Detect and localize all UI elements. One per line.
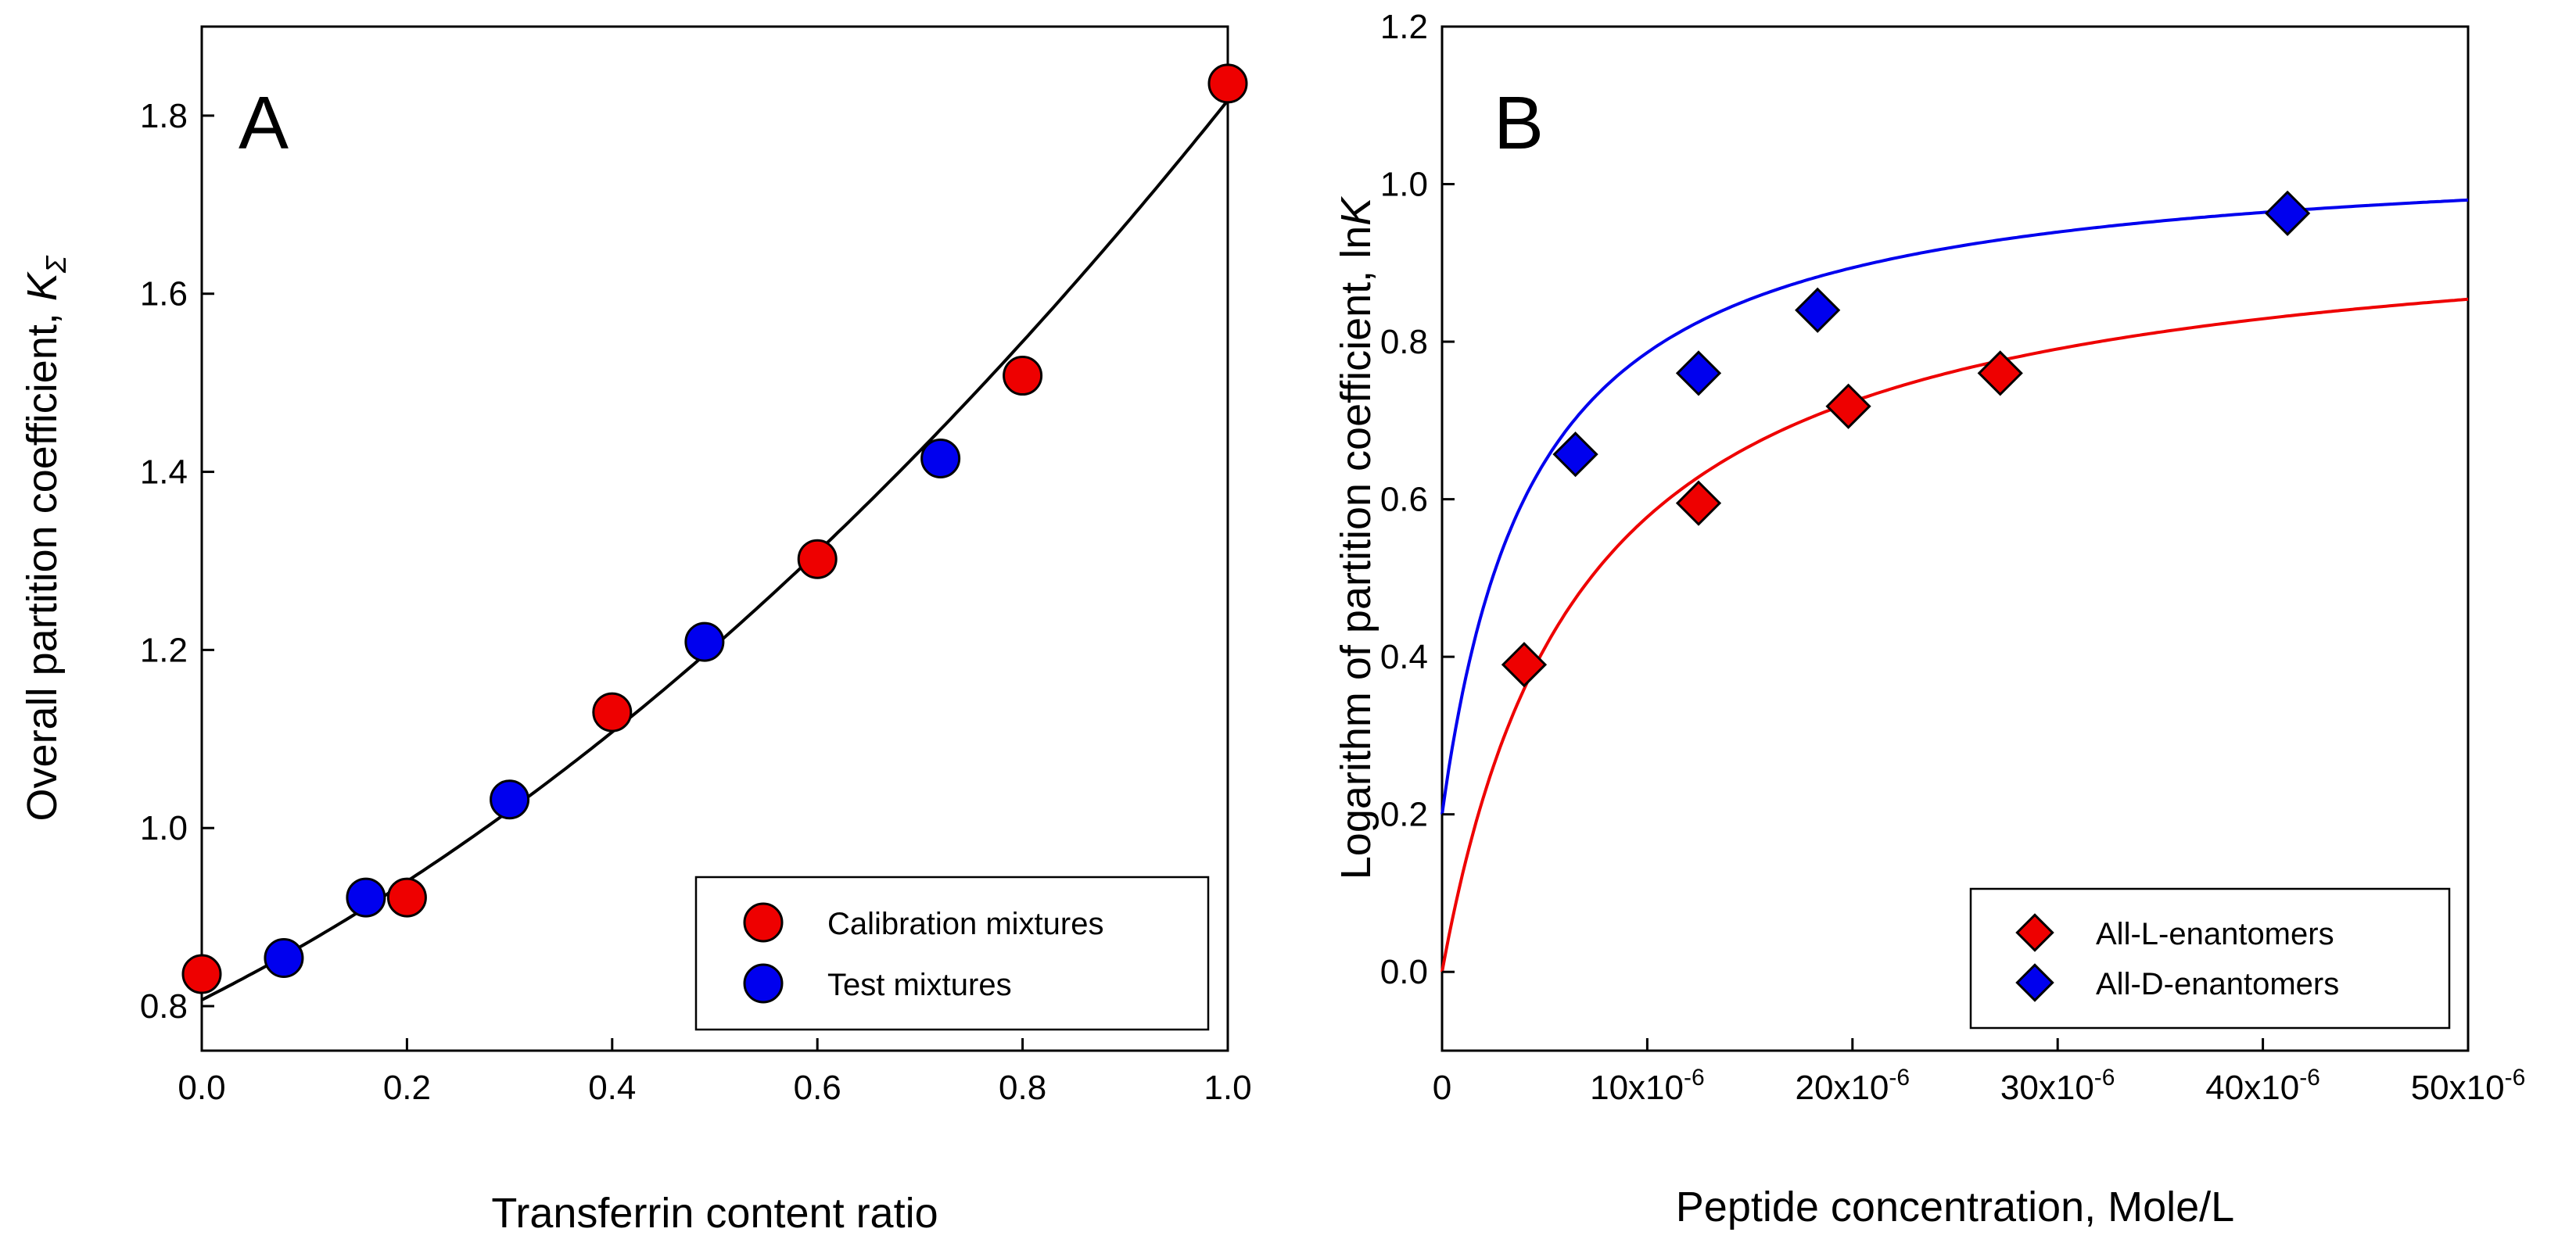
- legend-label-test: Test mixtures: [827, 968, 1012, 1002]
- legend-marker-all-d: [2015, 963, 2054, 1002]
- data-point-all-d-enantomers: [2264, 190, 2311, 236]
- x-ticks-a: 0.0 0.2 0.4 0.6 0.8 1.0: [178, 1038, 1252, 1107]
- data-point-test-mixtures: [920, 438, 961, 478]
- x-tick-label-b-exponent: -6: [2299, 1065, 2320, 1091]
- panel-label-b: B: [1494, 81, 1544, 165]
- y-tick-label-a: 0.8: [140, 987, 188, 1026]
- data-point-all-d-enantomers: [1795, 287, 1841, 333]
- data-point-calibration-mixtures: [386, 877, 427, 918]
- legend-label-all-l: All-L-enantomers: [2096, 917, 2334, 951]
- y-tick-label-b: 0.2: [1380, 796, 1428, 834]
- x-tick-label-b-exponent: -6: [2505, 1065, 2526, 1091]
- x-tick-label-a: 1.0: [1204, 1069, 1251, 1107]
- plot-frame-b: [1440, 25, 2470, 1052]
- fit-curves-b-group: [1440, 198, 2469, 972]
- x-tick-label-b-base: 40x10: [2205, 1069, 2299, 1107]
- chart-panel-b: 0 10x10-6 20x10-6 30x10-6 40x10-6 50x10-6 0.0…: [1333, 8, 2525, 1230]
- data-point-calibration-mixtures: [1207, 63, 1248, 104]
- y-tick-label-b: 1.0: [1380, 166, 1428, 204]
- x-tick-label-b: 50x10-6: [2411, 1065, 2526, 1107]
- x-tick-label-b-base: 10x10: [1590, 1069, 1684, 1107]
- x-tick-label-b-exponent: -6: [2094, 1065, 2115, 1091]
- x-axis-label-a: Transferrin content ratio: [491, 1190, 938, 1237]
- data-point-all-l-enantomers: [1675, 480, 1722, 526]
- x-tick-label-b: 10x10-6: [1590, 1065, 1705, 1107]
- fit-curve-all-d-enantomers: [1440, 198, 2469, 815]
- panel-label-a: A: [239, 81, 289, 165]
- y-axis-label-a-subscript: Σ: [40, 255, 72, 274]
- legend-label-calibration: Calibration mixtures: [827, 907, 1103, 941]
- x-tick-label-b-base: 20x10: [1796, 1069, 1889, 1107]
- x-tick-label-b: 40x10-6: [2205, 1065, 2320, 1107]
- data-point-calibration-mixtures: [592, 692, 633, 732]
- data-point-test-mixtures: [346, 877, 386, 918]
- legend-box-b: [1969, 887, 2451, 1030]
- legend-a: Calibration mixtures Test mixtures: [694, 876, 1210, 1031]
- y-tick-label-a: 1.0: [140, 809, 188, 847]
- y-tick-label-b: 1.2: [1380, 8, 1428, 46]
- data-point-calibration-mixtures: [181, 954, 222, 994]
- data-point-calibration-mixtures: [797, 539, 838, 579]
- x-ticks-b: 0 10x10-6 20x10-6 30x10-6 40x10-6 50x10-6: [1433, 1038, 2526, 1107]
- y-tick-label-a: 1.2: [140, 631, 188, 669]
- y-ticks-b: 0.0 0.2 0.4 0.6 0.8 1.0 1.2: [1380, 8, 1455, 991]
- y-axis-label-b-symbol: K: [1333, 196, 1379, 226]
- data-point-all-l-enantomers: [1825, 383, 1871, 429]
- x-tick-label-a: 0.0: [178, 1069, 225, 1107]
- y-axis-label-a-text: Overall partition coefficient,: [19, 301, 66, 821]
- x-axis-label-b: Peptide concentration, Mole/L: [1676, 1184, 2234, 1230]
- fit-curve-a-group: [201, 99, 1229, 1001]
- legend-b: All-L-enantomers All-D-enantomers: [1969, 887, 2451, 1030]
- x-tick-label-b-base: 30x10: [2000, 1069, 2094, 1107]
- fit-curve-a: [201, 99, 1229, 1001]
- legend-marker-calibration: [743, 902, 784, 943]
- data-points-a: [181, 63, 1248, 994]
- fit-curve-all-l-enantomers: [1440, 297, 2469, 972]
- x-tick-label-b: 0: [1433, 1069, 1451, 1107]
- x-tick-label-a: 0.4: [588, 1069, 636, 1107]
- y-axis-label-b: Logarithm of partition coefficient, lnK: [1333, 196, 1379, 879]
- x-tick-label-a: 0.6: [794, 1069, 841, 1107]
- data-point-test-mixtures: [490, 779, 530, 820]
- x-tick-label-b: 20x10-6: [1796, 1065, 1910, 1107]
- y-tick-label-b: 0.8: [1380, 323, 1428, 361]
- y-tick-label-a: 1.4: [140, 453, 188, 492]
- x-tick-label-b-exponent: -6: [1684, 1065, 1705, 1091]
- data-points-b: [1501, 190, 2311, 688]
- data-point-all-l-enantomers: [1501, 642, 1548, 688]
- legend-marker-test: [743, 963, 784, 1004]
- y-axis-label-a-symbol: K: [19, 271, 66, 301]
- y-tick-label-b: 0.6: [1380, 481, 1428, 519]
- y-axis-label-a: Overall partition coefficient, KΣ: [19, 255, 72, 821]
- data-point-all-d-enantomers: [1552, 432, 1598, 478]
- legend-marker-all-l: [2015, 913, 2054, 952]
- legend-label-all-d: All-D-enantomers: [2096, 967, 2339, 1001]
- x-tick-label-b: 30x10-6: [2000, 1065, 2115, 1107]
- y-tick-label-a: 1.8: [140, 97, 188, 135]
- plot-frame-a: [200, 25, 1229, 1052]
- y-tick-label-b: 0.0: [1380, 953, 1428, 991]
- x-tick-label-a: 0.2: [383, 1069, 431, 1107]
- x-tick-label-b-base: 0: [1433, 1069, 1451, 1107]
- y-axis-label-b-text: Logarithm of partition coefficient, ln: [1333, 226, 1379, 879]
- legend-box-a: [694, 876, 1210, 1031]
- data-point-all-l-enantomers: [1977, 350, 2023, 396]
- y-tick-label-a: 1.6: [140, 275, 188, 313]
- x-tick-label-b-exponent: -6: [1889, 1065, 1910, 1091]
- chart-panel-a: 0.0 0.2 0.4 0.6 0.8 1.0 0.81.01.21.41.61.8 A …: [19, 25, 1252, 1237]
- y-ticks-a: 0.8 1.0 1.2 1.4 1.6 1.8: [140, 97, 214, 1026]
- x-tick-label-a: 0.8: [999, 1069, 1046, 1107]
- data-point-test-mixtures: [684, 621, 725, 662]
- data-point-calibration-mixtures: [1003, 356, 1043, 396]
- x-tick-label-b-base: 50x10: [2411, 1069, 2505, 1107]
- data-point-test-mixtures: [264, 938, 304, 979]
- y-tick-label-b: 0.4: [1380, 638, 1428, 676]
- data-point-all-d-enantomers: [1675, 350, 1722, 396]
